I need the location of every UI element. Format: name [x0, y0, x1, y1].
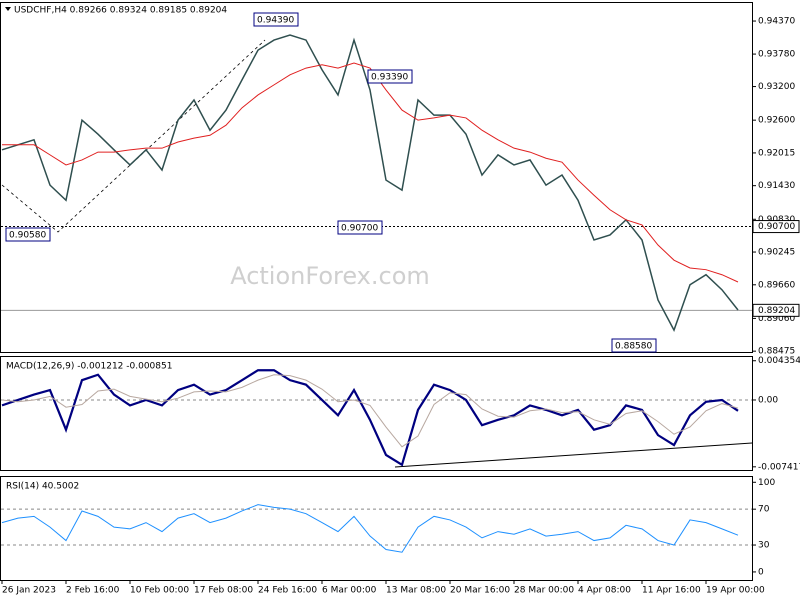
y-tick-label: 0.92015: [758, 148, 795, 158]
annotation: 0.90580: [9, 231, 46, 241]
x-tick-label: 6 Mar 00:00: [322, 586, 377, 596]
y-tick-label: 0.00: [758, 395, 778, 405]
annotation: 0.88580: [615, 342, 652, 352]
y-tick-label: 0.93780: [758, 50, 795, 60]
y-tick-label: -0.007417: [758, 462, 800, 472]
chart-title: USDCHF,H4 0.89266 0.89324 0.89185 0.8920…: [14, 6, 227, 16]
series-line: [1, 34, 739, 333]
annotation-box: [5, 227, 51, 242]
series-line: [2, 62, 739, 283]
series-line: [1, 504, 739, 553]
x-tick-label: 26 Jan 2023: [2, 586, 56, 596]
y-tick-label: 0: [758, 567, 764, 577]
series-line: [1, 369, 739, 467]
macd-title: MACD(12,26,9) -0.001212 -0.000851: [6, 362, 172, 372]
annotation: 0.94390: [257, 16, 294, 26]
y-tick-label: 30: [758, 541, 770, 551]
x-tick-label: 13 Mar 08:00: [386, 586, 446, 596]
macd-panel: [0, 356, 753, 471]
x-tick-label: 28 Mar 00:00: [514, 586, 574, 596]
annotation-box: [253, 12, 299, 27]
price-label: 0.89204: [758, 306, 795, 316]
watermark: ActionForex.com: [230, 262, 430, 290]
menu-arrow: [5, 7, 11, 11]
x-tick-label: 2 Feb 16:00: [66, 586, 120, 596]
trendline: [1, 39, 266, 233]
price-label: 0.90700: [758, 222, 795, 232]
x-tick-label: 10 Feb 00:00: [130, 586, 189, 596]
y-tick-label: 70: [758, 505, 770, 515]
x-tick-label: 24 Feb 16:00: [258, 586, 317, 596]
rsi-panel: [0, 476, 753, 581]
annotation: 0.90700: [341, 224, 378, 234]
y-tick-label: 0.004354: [758, 356, 800, 366]
price-label-box: [752, 220, 800, 234]
annotation-box: [337, 220, 383, 235]
y-tick-label: 100: [758, 478, 775, 488]
y-tick-label: 0.91430: [758, 181, 795, 191]
price-label-box: [752, 303, 800, 317]
x-tick-label: 4 Apr 08:00: [578, 586, 631, 596]
y-tick-label: 0.88475: [758, 347, 795, 357]
macd-trendline: [394, 442, 753, 468]
y-tick-label: 0.90245: [758, 248, 795, 258]
rsi-title: RSI(14) 40.5002: [6, 482, 79, 492]
annotation: 0.93390: [371, 73, 408, 83]
annotation-box: [611, 338, 657, 353]
x-tick-label: 11 Apr 16:00: [642, 586, 701, 596]
y-tick-label: 0.92600: [758, 116, 795, 126]
y-tick-label: 0.93200: [758, 82, 795, 92]
price-panel: [0, 2, 753, 353]
x-tick-label: 17 Feb 08:00: [194, 586, 253, 596]
x-tick-label: 20 Mar 16:00: [450, 586, 510, 596]
y-tick-label: 0.89060: [758, 314, 795, 324]
y-tick-label: 0.90830: [758, 215, 795, 225]
annotation-box: [367, 69, 413, 84]
y-tick-label: 0.89660: [758, 280, 795, 290]
x-tick-label: 19 Apr 00:00: [706, 586, 765, 596]
series-line: [1, 374, 739, 448]
y-tick-label: 0.94370: [758, 17, 795, 27]
